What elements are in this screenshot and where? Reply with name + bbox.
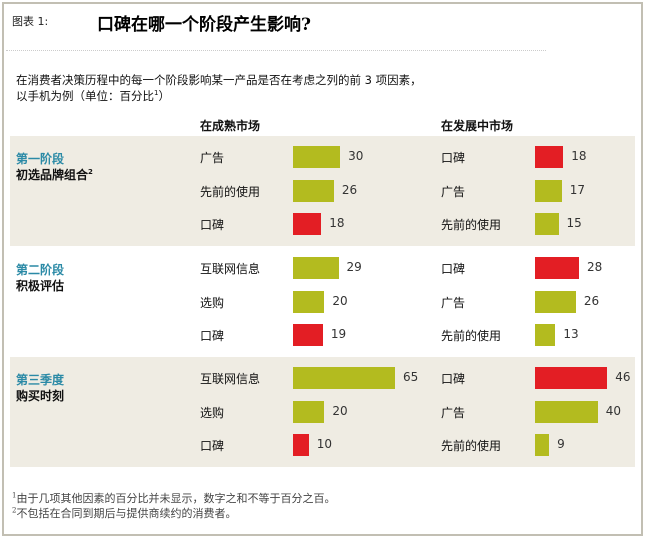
bar-value: 26	[341, 182, 358, 197]
bar-label: 先前的使用	[441, 218, 502, 232]
bar-mature	[293, 257, 339, 279]
stage-subtitle: 积极评估	[16, 277, 64, 294]
bar-value: 18	[329, 216, 345, 230]
bar-label: 先前的使用	[441, 329, 502, 343]
bar-developing	[535, 179, 562, 202]
subtitle-line-2: 以手机为例（单位：百分比1）	[16, 88, 170, 104]
bar-developing	[535, 290, 576, 313]
bar-label: 先前的使用	[200, 184, 261, 199]
bar-value: 19	[330, 327, 347, 341]
stage-subtitle-text: 初选品牌组合	[16, 168, 89, 182]
bar-label: 口碑	[200, 439, 225, 453]
bar-label: 选购	[200, 295, 225, 310]
footnote-text: 不包括在合同到期后与提供商续约的消费者。	[16, 507, 237, 520]
bar-value: 46	[615, 370, 631, 384]
bar-developing	[535, 400, 598, 423]
bar-label: 口碑	[441, 151, 466, 165]
stage-subtitle-text: 购买时刻	[16, 389, 65, 403]
bar-label: 广告	[441, 295, 466, 310]
bar-label: 口碑	[441, 372, 466, 386]
bar-developing	[535, 213, 559, 235]
bar-developing	[535, 434, 550, 456]
footnote-2: 2不包括在合同到期后与提供商续约的消费者。	[12, 505, 236, 521]
bar-value: 9	[557, 437, 565, 451]
column-header-developing: 在发展中市场	[441, 119, 514, 133]
bar-value: 40	[605, 403, 622, 418]
bar-mature	[293, 213, 322, 235]
bar-label: 广告	[441, 184, 466, 199]
bar-mature	[293, 324, 323, 346]
stage-subtitle-text: 积极评估	[16, 279, 65, 293]
bar-value: 17	[569, 182, 585, 197]
bar-value: 65	[403, 370, 419, 384]
bar-developing	[535, 257, 579, 279]
bar-value: 29	[346, 260, 362, 274]
subtitle-text: 以手机为例（单位：百分比	[16, 89, 154, 103]
bar-value: 18	[571, 149, 587, 163]
bar-label: 口碑	[441, 262, 466, 276]
stage-subtitle: 初选品牌组合2	[16, 166, 93, 183]
footnote-text: 由于几项其他因素的百分比并未显示，数字之和不等于百分之百。	[16, 492, 336, 505]
bar-developing	[535, 367, 608, 389]
bar-developing	[535, 324, 556, 346]
bar-mature	[293, 400, 325, 423]
bar-value: 10	[316, 437, 332, 451]
bar-label: 口碑	[200, 218, 225, 232]
subtitle-line-1: 在消费者决策历程中的每一个阶段影响某一产品是否在考虑之列的前 3 项因素，	[16, 73, 422, 87]
footnote-1: 1由于几项其他因素的百分比并未显示，数字之和不等于百分之百。	[12, 490, 335, 506]
bar-mature	[293, 179, 334, 202]
footnote-mark: 2	[12, 506, 17, 515]
bar-label: 广告	[441, 405, 466, 420]
bar-label: 先前的使用	[441, 439, 502, 453]
bar-value: 20	[332, 403, 348, 418]
bar-value: 20	[332, 293, 348, 308]
footnote-mark: 1	[12, 491, 17, 500]
stage-title: 第二阶段	[16, 263, 65, 277]
divider	[6, 50, 546, 51]
bar-mature	[293, 367, 396, 389]
bar-label: 互联网信息	[200, 262, 261, 276]
bar-mature	[293, 290, 325, 313]
bar-value: 26	[583, 293, 600, 308]
chart-title: 口碑在哪一个阶段产生影响?	[97, 15, 311, 35]
bar-mature	[293, 434, 309, 456]
bar-label: 广告	[200, 151, 225, 165]
subtitle-end: ）	[158, 89, 170, 103]
bar-value: 13	[563, 327, 579, 341]
figure-label: 图表 1:	[12, 15, 49, 28]
stage-title: 第三季度	[16, 373, 65, 387]
column-header-mature: 在成熟市场	[200, 119, 261, 133]
bar-value: 28	[586, 260, 603, 274]
bar-value: 30	[348, 149, 364, 163]
bar-label: 选购	[200, 405, 225, 420]
subtitle-sup: 1	[154, 89, 159, 98]
bar-label: 互联网信息	[200, 372, 261, 386]
bar-mature	[293, 146, 341, 168]
stage-subtitle: 购买时刻	[16, 387, 64, 404]
stage-subtitle-sup: 2	[88, 168, 93, 176]
bar-label: 口碑	[200, 329, 225, 343]
bar-value: 15	[566, 216, 582, 230]
bar-developing	[535, 146, 564, 168]
stage-title: 第一阶段	[16, 152, 65, 166]
